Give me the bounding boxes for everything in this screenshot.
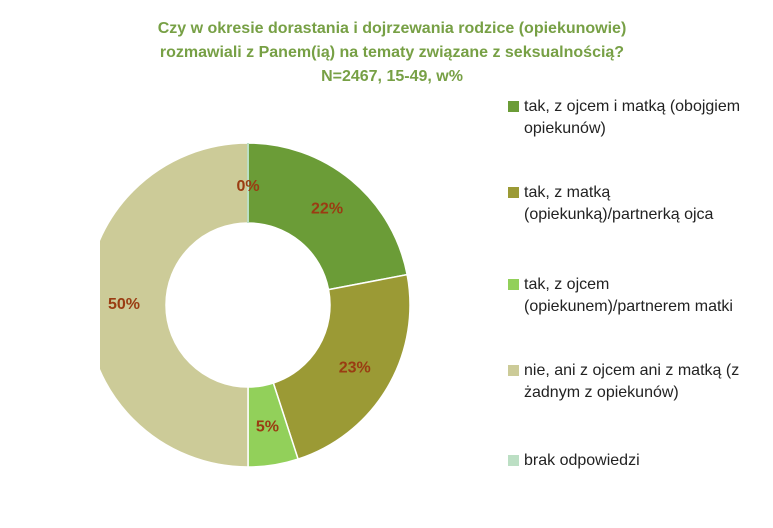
legend-label: tak, z matką (opiekunką)/partnerką ojca: [524, 184, 714, 223]
chart-title: rozmawiali z Panem(ią) na tematy związan…: [160, 44, 624, 61]
legend-label: brak odpowiedzi: [524, 452, 640, 469]
legend-swatch: [508, 365, 519, 376]
legend-entry: tak, z ojcem (opiekunem)/partnerem matki: [508, 274, 753, 318]
chart-title: N=2467, 15-49, w%: [321, 68, 463, 85]
legend-label: tak, z ojcem (opiekunem)/partnerem matki: [524, 276, 733, 315]
legend-swatch: [508, 279, 519, 290]
data-label: 23%: [339, 359, 371, 376]
data-label: 22%: [311, 201, 343, 218]
legend-swatch: [508, 101, 519, 112]
legend-swatch: [508, 455, 519, 466]
legend-entry: brak odpowiedzi: [508, 450, 753, 472]
donut-segment: [272, 273, 411, 461]
legend-entry: tak, z matką (opiekunką)/partnerką ojca: [508, 182, 753, 226]
legend-entry: tak, z ojcem i matką (obojgiem opiekunów…: [508, 96, 753, 140]
data-label: 0%: [236, 178, 259, 195]
legend-entry: nie, ani z ojcem ani z matką (z żadnym z…: [508, 360, 753, 404]
legend-label: nie, ani z ojcem ani z matką (z żadnym z…: [524, 362, 740, 401]
legend-swatch: [508, 187, 519, 198]
data-label: 5%: [256, 419, 279, 436]
chart-title: Czy w okresie dorastania i dojrzewania r…: [158, 20, 627, 37]
legend-label: tak, z ojcem i matką (obojgiem opiekunów…: [524, 98, 741, 137]
data-label: 50%: [108, 296, 140, 313]
donut-segment: [247, 142, 409, 291]
donut-segment: [100, 142, 249, 467]
